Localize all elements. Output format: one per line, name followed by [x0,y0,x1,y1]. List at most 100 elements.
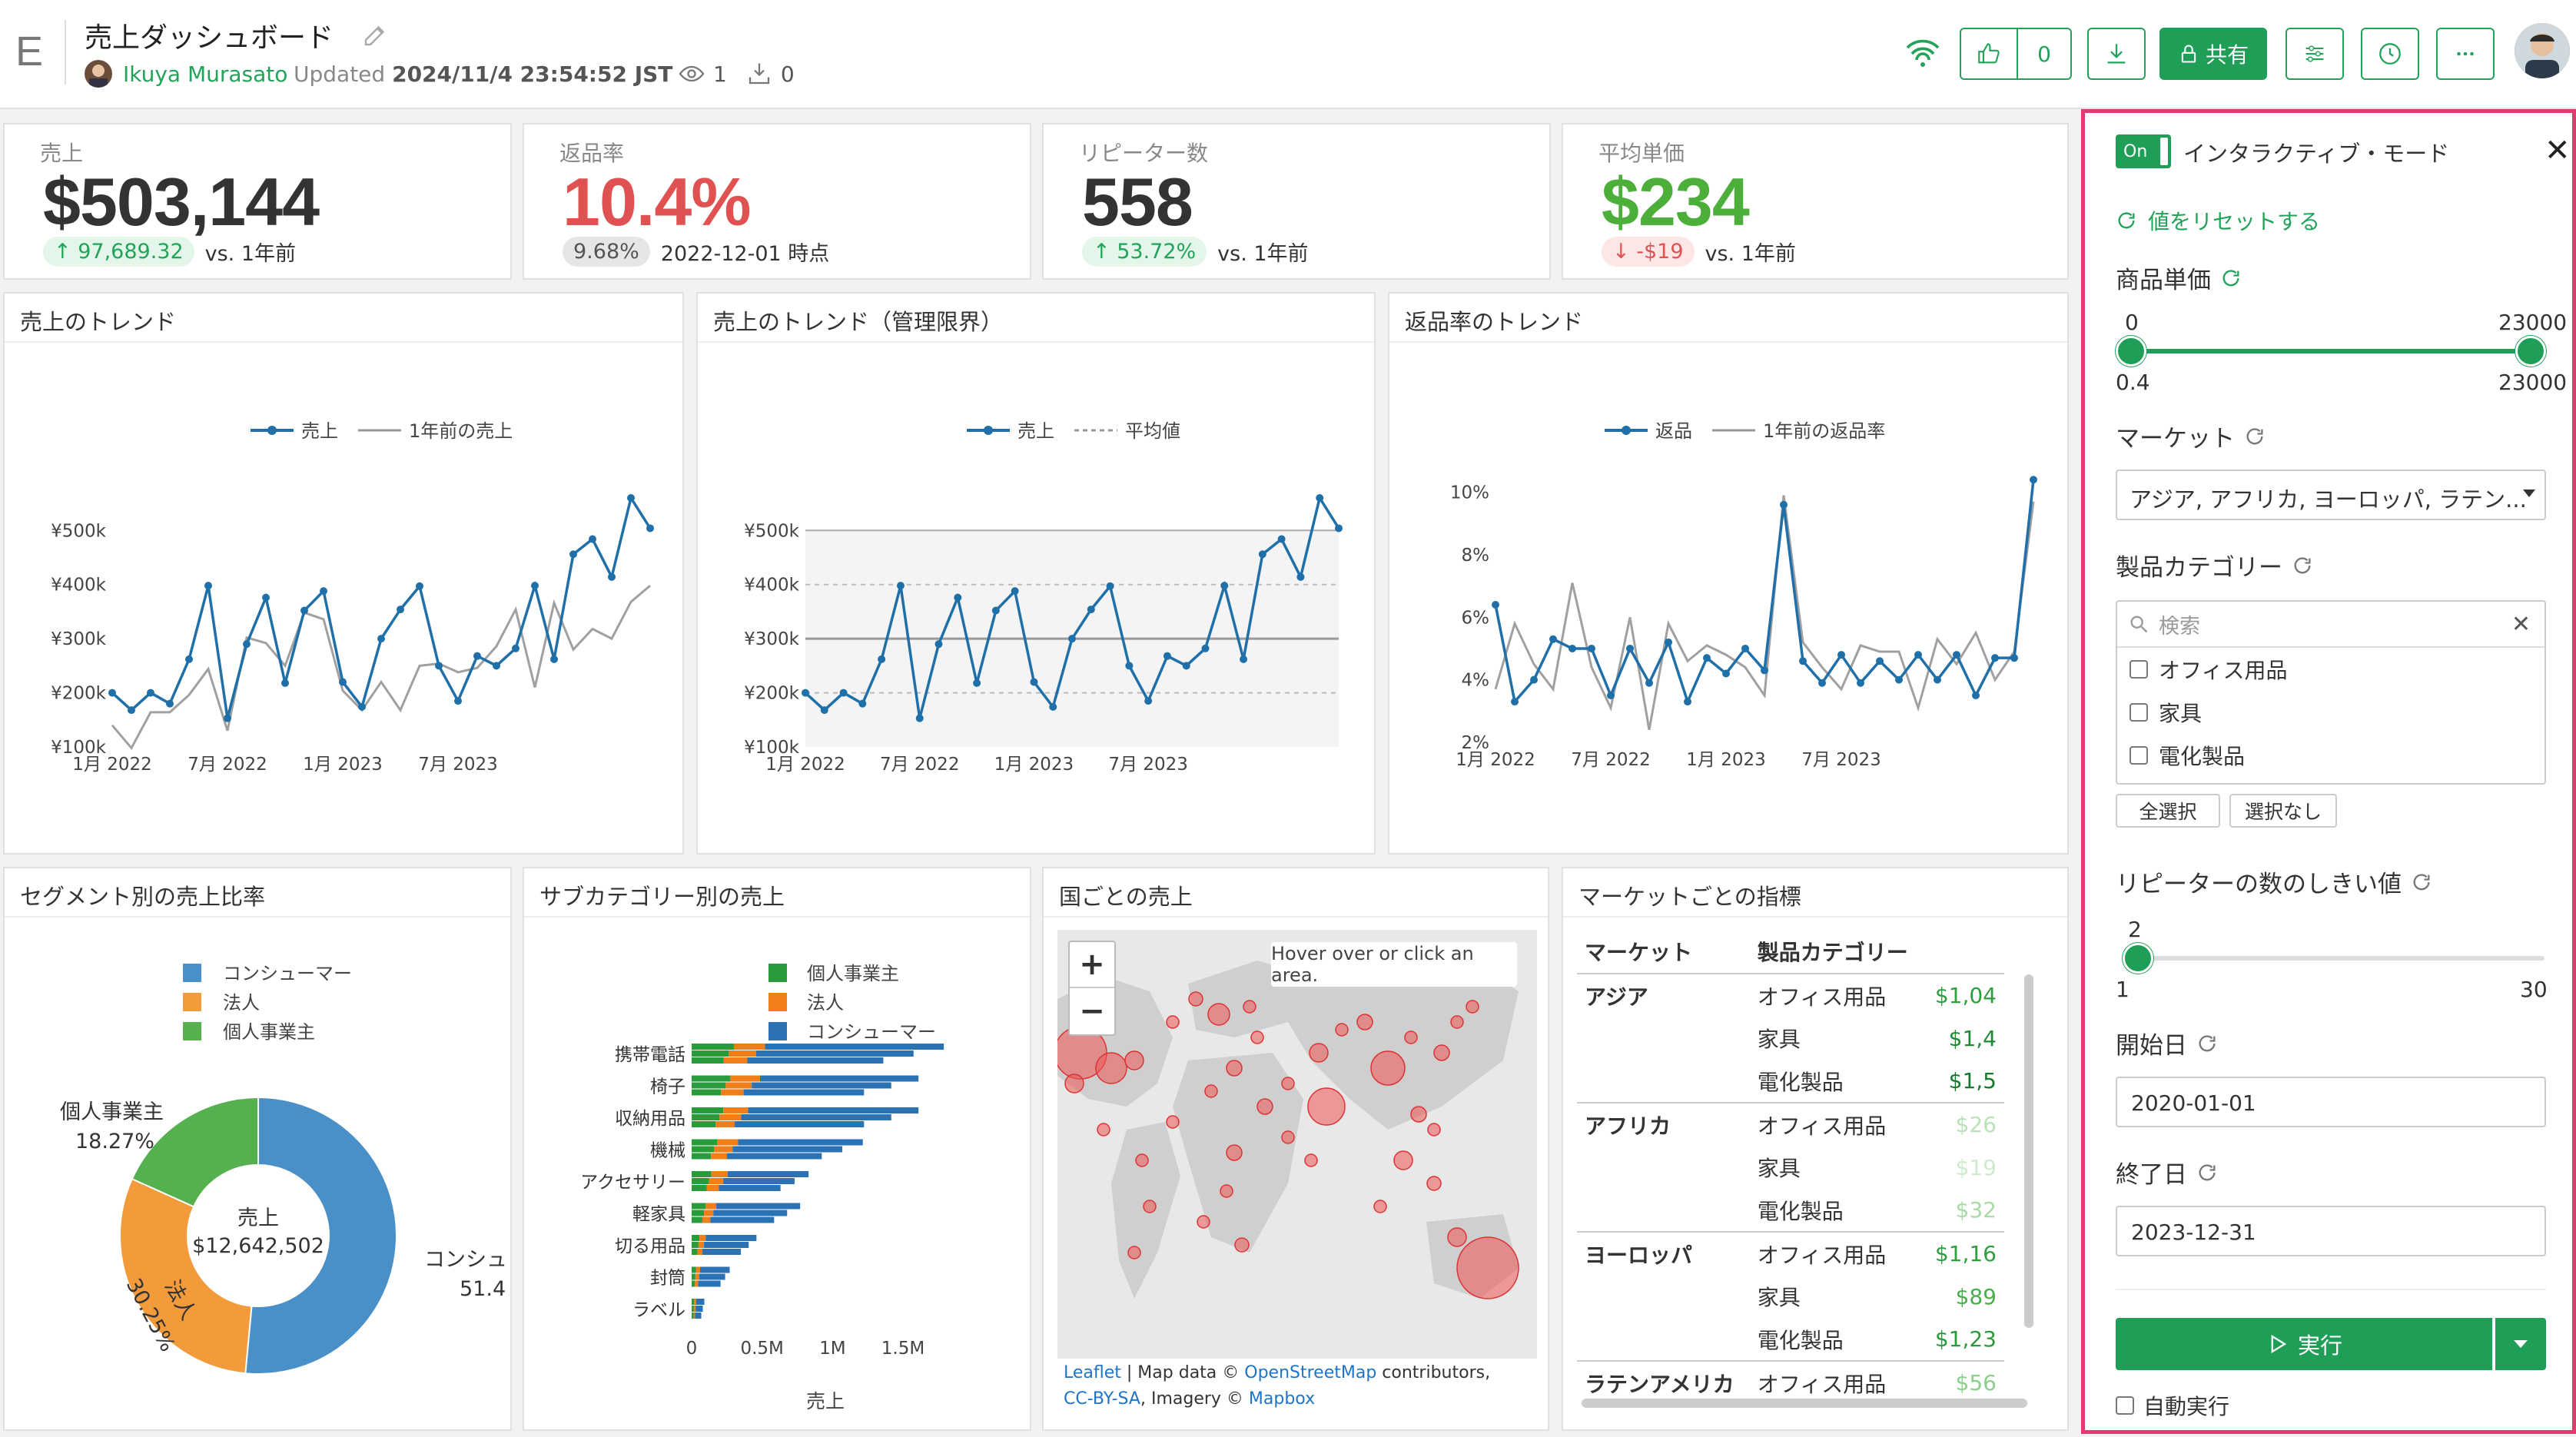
table-row[interactable]: ラテンアメリカ オフィス用品 $56 [1577,1361,2004,1404]
country-bubble [1281,1130,1295,1144]
category-cell: 電化製品 [1757,1069,1844,1095]
market-filter-label: マーケット [2116,419,2266,453]
repeat-slider-handle[interactable] [2122,943,2153,974]
clear-search-icon[interactable]: ✕ [2511,611,2531,638]
checkbox[interactable] [2130,746,2148,765]
like-button[interactable] [1960,28,2018,80]
history-button[interactable] [2361,28,2419,80]
country-bubble [1426,1176,1442,1191]
leaflet-link[interactable]: Leaflet [1064,1363,1121,1382]
data-point [1876,657,1884,665]
control-limit-chart[interactable]: 売上 平均値 ¥100k ¥200k ¥300k ¥400k ¥500k 1月 2022 7月 … [698,344,1374,851]
download-button[interactable] [2087,28,2146,80]
table-row[interactable]: 家具 $1,4 [1577,1017,2004,1060]
refresh-icon[interactable] [2220,267,2242,289]
bar-segment [765,1044,944,1050]
data-point [1626,644,1634,652]
bar-segment [692,1082,726,1089]
price-slider-track[interactable] [2131,349,2531,353]
table-hscrollbar[interactable] [1582,1399,2027,1408]
table-row[interactable]: 家具 $19 [1577,1146,2004,1189]
close-icon[interactable]: ✕ [2544,133,2571,168]
table-row[interactable]: ヨーロッパ オフィス用品 $1,16 [1577,1232,2004,1275]
refresh-icon[interactable] [2244,426,2266,447]
mapbox-link[interactable]: Mapbox [1248,1389,1316,1409]
run-button[interactable]: 実行 [2116,1318,2492,1370]
chart-card-control-limit: 売上のトレンド（管理限界） 売上 平均値 ¥100k ¥200k ¥300k ¥400k ¥… [696,292,1376,855]
settings-button[interactable] [2286,28,2344,80]
subcategory-bar-chart[interactable]: 個人事業主法人コンシューマー携帯電話椅子収納用品機械アクセサリー軽家具切る用品封… [524,919,1030,1428]
like-count[interactable]: 0 [2017,28,2072,80]
table-row[interactable]: アフリカ オフィス用品 $26 [1577,1103,2004,1146]
country-bubble [1207,1003,1230,1026]
select-all-button[interactable]: 全選択 [2116,794,2220,828]
checkbox[interactable] [2130,703,2148,722]
bar-segment [727,1171,809,1177]
y-tick-label: ¥200k [51,684,107,704]
repeat-slider-track[interactable] [2123,956,2544,961]
zoom-out-button[interactable]: − [1079,994,1105,1029]
bar-segment [719,1114,742,1120]
refresh-icon[interactable] [2411,871,2432,893]
category-option[interactable]: オフィス用品 [2117,648,2544,691]
osm-link[interactable]: OpenStreetMap [1244,1363,1377,1382]
data-point [1665,638,1672,646]
refresh-icon[interactable] [2196,1162,2218,1183]
zoom-in-button[interactable]: + [1070,942,1114,988]
select-none-button[interactable]: 選択なし [2229,794,2337,828]
share-button[interactable]: 共有 [2159,28,2267,80]
category-label: 機械 [650,1141,685,1161]
table-row[interactable]: 電化製品 $1,5 [1577,1060,2004,1103]
country-bubble [1370,1050,1406,1086]
user-avatar[interactable] [2515,23,2570,78]
panel-divider [2116,1289,2546,1290]
legend-swatch [183,1022,201,1040]
start-date-input[interactable]: 2020-01-01 [2116,1077,2546,1127]
y-tick-label: 4% [1462,671,1490,691]
country-bubble [1256,1098,1273,1115]
edit-icon[interactable] [361,22,389,49]
interactive-mode-toggle[interactable]: On [2116,134,2171,168]
end-date-input[interactable]: 2023-12-31 [2116,1206,2546,1256]
table-row[interactable]: 家具 $89 [1577,1275,2004,1318]
legend-marker [984,426,993,435]
kpi-card-sales: 売上 $503,144 ↑ 97,689.32 vs. 1年前 [3,123,512,280]
table-row[interactable]: アジア オフィス用品 $1,04 [1577,974,2004,1017]
data-point [185,655,193,663]
country-sales-map[interactable]: + − Hover over or click an area. [1057,930,1537,1359]
auto-run-option[interactable]: 自動実行 [2116,1390,2229,1421]
segment-donut-chart[interactable]: 売上$12,642,502コンシューマー法人個人事業主個人事業主18.27%法人… [5,919,510,1428]
refresh-icon[interactable] [2196,1033,2218,1054]
price-slider-max-handle[interactable] [2515,336,2546,367]
checkbox[interactable] [2130,660,2148,679]
world-map[interactable] [1057,930,1537,1359]
return-trend-chart[interactable]: 返品 1年前の返品率 2% 4% 6% 8% 10% 1月 2022 7月 2022 1月 202… [1389,344,2067,851]
app-logo[interactable]: E [15,28,44,75]
run-options-dropdown[interactable] [2495,1318,2546,1370]
reset-values-link[interactable]: 値をリセットする [2116,205,2320,236]
table-row[interactable]: 電化製品 $32 [1577,1189,2004,1232]
table-row[interactable]: 電化製品 $1,23 [1577,1318,2004,1361]
author-link[interactable]: Ikuya Murasato [123,61,288,87]
category-option[interactable]: 電化製品 [2117,734,2544,777]
market-cell [1577,1189,1750,1232]
country-bubble [1197,1215,1210,1229]
market-select[interactable]: アジア, アフリカ, ヨーロッパ, ラテン... [2116,470,2546,520]
more-button[interactable] [2436,28,2495,80]
table-scrollbar[interactable] [2024,974,2033,1328]
price-slider-min-handle[interactable] [2116,336,2146,367]
ccbysa-link[interactable]: CC-BY-SA [1064,1389,1140,1409]
category-search[interactable]: 検索 ✕ [2117,602,2544,648]
refresh-icon[interactable] [2292,555,2313,576]
sales-trend-chart[interactable]: 売上 1年前の売上 ¥100k ¥200k ¥300k ¥400k ¥500k 1月 2022… [5,344,682,851]
table-header[interactable]: マーケット [1585,940,1693,965]
category-option[interactable]: 家具 [2117,691,2544,734]
legend-label: 法人 [807,992,844,1014]
data-point [397,606,404,614]
data-point [1934,675,1941,684]
start-date-label: 開始日 [2116,1026,2218,1060]
legend-swatch [183,964,201,982]
table-header[interactable]: 製品カテゴリー [1757,940,1908,965]
x-tick-label: 7月 2022 [1571,750,1650,770]
auto-run-checkbox[interactable] [2116,1396,2134,1415]
